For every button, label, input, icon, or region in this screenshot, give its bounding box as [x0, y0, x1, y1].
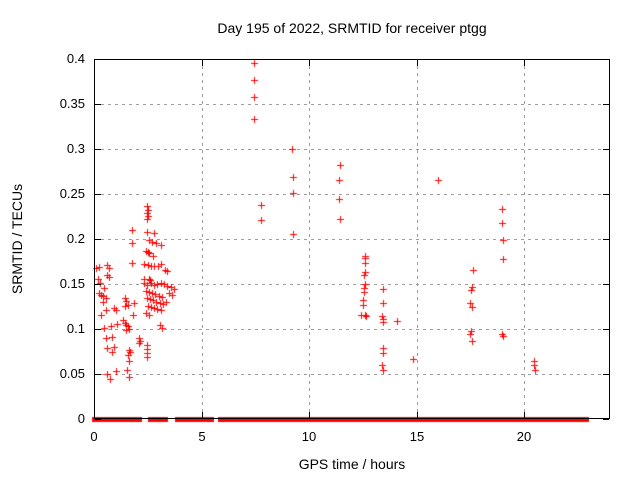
x-tick-label: 0 — [90, 429, 98, 444]
x-tick-label: 15 — [409, 429, 425, 444]
x-tick-top — [309, 60, 310, 66]
plot-border — [94, 59, 610, 419]
y-tick-left — [95, 239, 101, 240]
x-tick-label: 10 — [301, 429, 317, 444]
y-tick-left — [95, 59, 101, 60]
y-tick-left — [95, 149, 101, 150]
y-tick-label: 0.15 — [59, 276, 85, 291]
x-tick-label: 5 — [198, 429, 206, 444]
x-tick-bottom — [202, 412, 203, 418]
y-tick-left — [95, 284, 101, 285]
x-tick-top — [417, 60, 418, 66]
y-tick-right — [603, 59, 609, 60]
y-tick-left — [95, 419, 101, 420]
y-tick-left — [95, 329, 101, 330]
y-tick-label: 0.1 — [66, 321, 85, 336]
y-tick-right — [603, 239, 609, 240]
x-tick-bottom — [524, 412, 525, 418]
x-tick-top — [94, 60, 95, 66]
y-tick-label: 0.3 — [66, 141, 85, 156]
y-tick-label: 0.05 — [59, 366, 85, 381]
y-tick-right — [603, 329, 609, 330]
x-tick-top — [202, 60, 203, 66]
y-tick-label: 0.4 — [66, 51, 85, 66]
x-tick-bottom — [309, 412, 310, 418]
y-tick-right — [603, 284, 609, 285]
y-tick-right — [603, 104, 609, 105]
y-tick-right — [603, 419, 609, 420]
x-tick-label: 20 — [516, 429, 532, 444]
y-tick-label: 0.35 — [59, 96, 85, 111]
y-tick-left — [95, 194, 101, 195]
y-tick-label: 0.2 — [66, 231, 85, 246]
x-tick-bottom — [94, 412, 95, 418]
y-tick-right — [603, 149, 609, 150]
y-tick-label: 0.25 — [59, 186, 85, 201]
x-tick-top — [524, 60, 525, 66]
y-tick-right — [603, 374, 609, 375]
y-tick-right — [603, 194, 609, 195]
y-tick-left — [95, 104, 101, 105]
y-tick-left — [95, 374, 101, 375]
y-tick-label: 0 — [77, 411, 85, 426]
x-tick-bottom — [417, 412, 418, 418]
